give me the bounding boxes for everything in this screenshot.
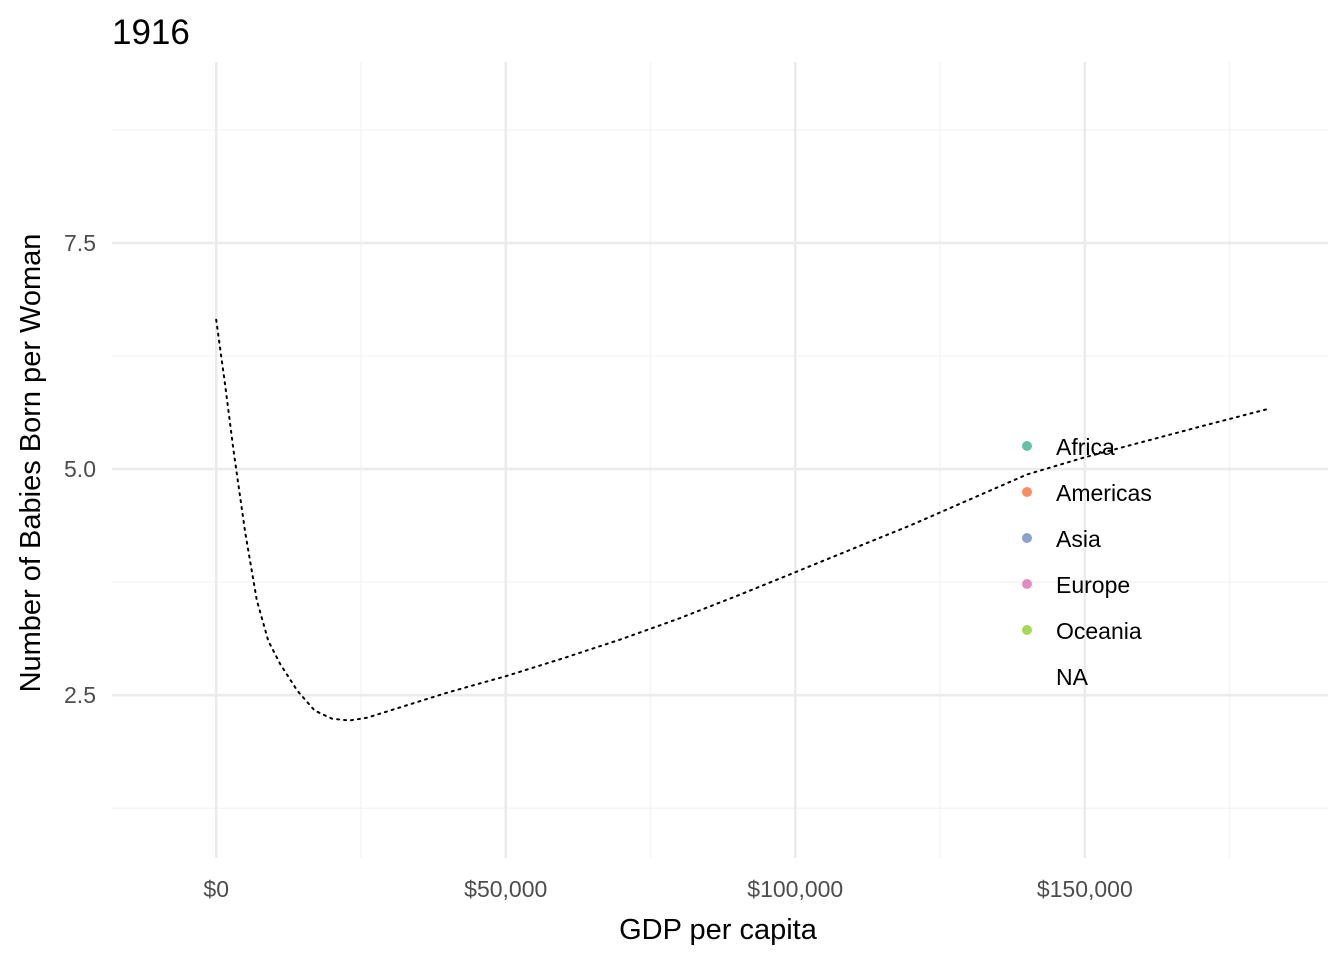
legend-item: Africa: [1022, 434, 1115, 460]
x-tick-label: $50,000: [464, 876, 547, 902]
legend: Africa Americas Asia Europe Oceania NA: [1022, 434, 1152, 690]
legend-item: Oceania: [1022, 618, 1142, 644]
y-axis-ticks: 2.5 5.0 7.5: [64, 230, 96, 708]
legend-label: NA: [1056, 664, 1089, 690]
legend-key-dot: [1022, 441, 1032, 451]
legend-item: NA: [1056, 664, 1089, 690]
legend-label: Oceania: [1056, 618, 1142, 644]
legend-key-dot: [1022, 579, 1032, 589]
legend-key-dot: [1022, 533, 1032, 543]
x-axis-ticks: $0 $50,000 $100,000 $150,000: [203, 876, 1132, 902]
minor-grid: [112, 62, 1328, 858]
legend-label: Europe: [1056, 572, 1130, 598]
chart-title: 1916: [112, 13, 190, 52]
x-tick-label: $150,000: [1037, 876, 1133, 902]
y-tick-label: 5.0: [64, 456, 96, 482]
x-axis-title: GDP per capita: [619, 914, 818, 946]
legend-item: Europe: [1022, 572, 1130, 598]
major-grid: [112, 62, 1328, 858]
y-axis-title: Number of Babies Born per Woman: [15, 234, 47, 693]
x-tick-label: $100,000: [747, 876, 843, 902]
legend-label: Africa: [1056, 434, 1115, 460]
legend-item: Asia: [1022, 526, 1101, 552]
x-tick-label: $0: [203, 876, 229, 902]
legend-key-dot: [1022, 625, 1032, 635]
legend-label: Americas: [1056, 480, 1152, 506]
y-tick-label: 7.5: [64, 230, 96, 256]
series-layer: [215, 318, 1272, 722]
legend-key-dot: [1022, 487, 1032, 497]
trend-line: [215, 318, 1272, 722]
y-tick-label: 2.5: [64, 682, 96, 708]
legend-item: Americas: [1022, 480, 1152, 506]
legend-label: Asia: [1056, 526, 1101, 552]
